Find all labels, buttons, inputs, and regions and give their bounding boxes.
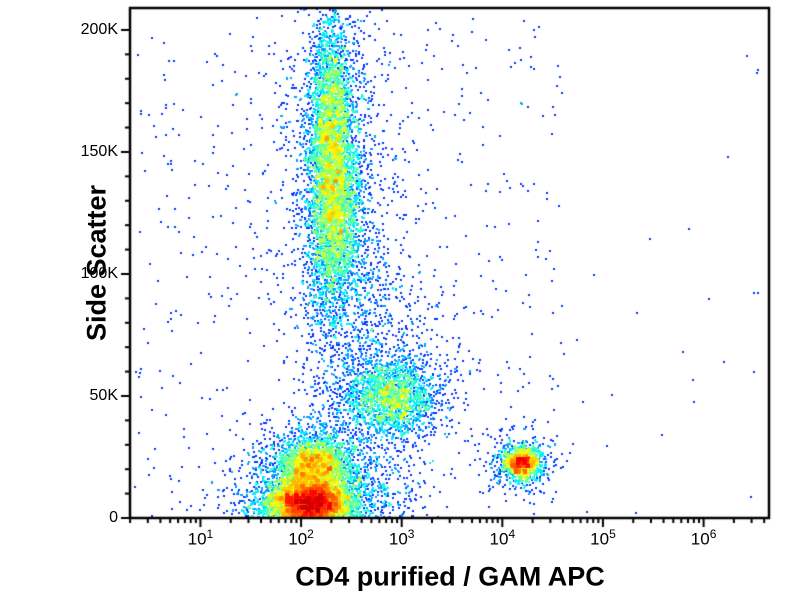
x-axis-label: CD4 purified / GAM APC bbox=[295, 561, 605, 592]
y-axis-label: Side Scatter bbox=[81, 184, 112, 342]
